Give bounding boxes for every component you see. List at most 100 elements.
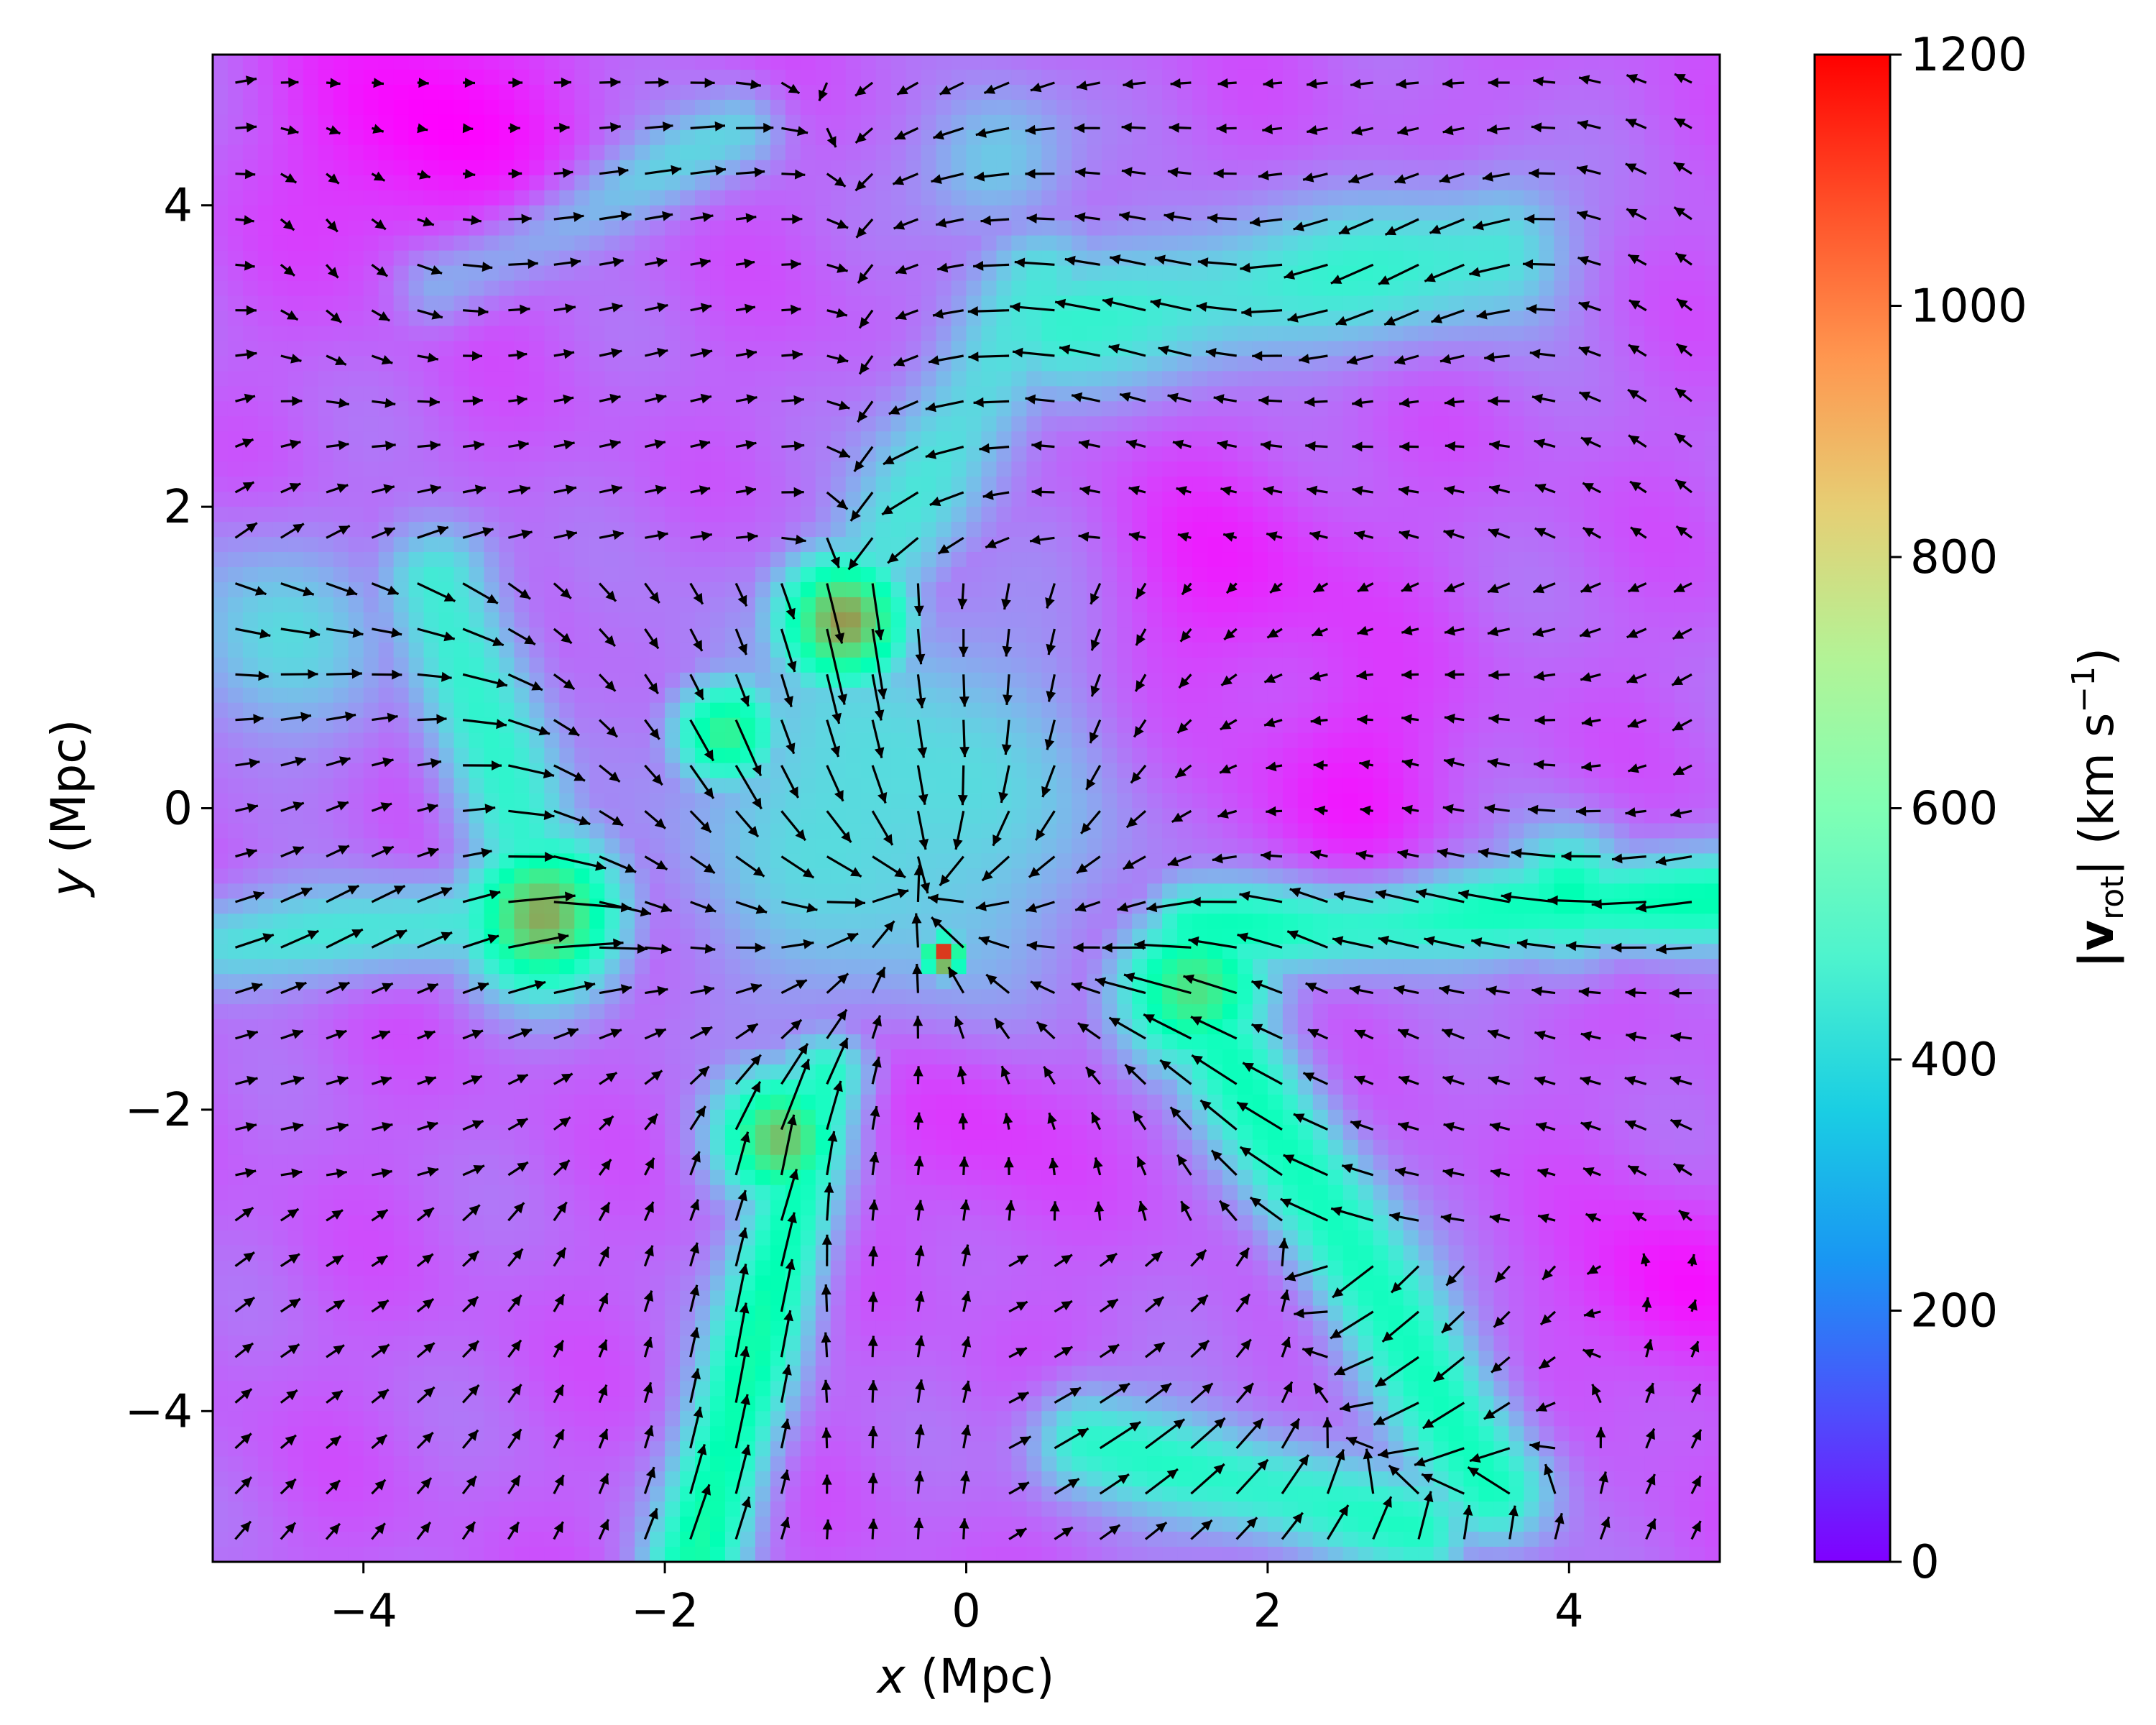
heatmap-cell [1705, 566, 1720, 583]
heatmap-cell [680, 175, 696, 191]
heatmap-cell [423, 687, 440, 704]
heatmap-cell [1614, 326, 1630, 342]
heatmap-cell [484, 732, 500, 749]
heatmap-cell [1011, 144, 1027, 161]
heatmap-cell [1342, 642, 1359, 658]
heatmap-cell [1267, 280, 1284, 297]
heatmap-cell [1403, 657, 1419, 673]
heatmap-cell [1222, 748, 1238, 764]
heatmap-cell [619, 612, 635, 628]
heatmap-cell [1026, 401, 1042, 417]
heatmap-cell [604, 687, 620, 704]
heatmap-cell [1011, 190, 1027, 206]
heatmap-cell [393, 144, 410, 161]
heatmap-cell [785, 461, 801, 477]
heatmap-cell [438, 642, 455, 658]
heatmap-cell [1373, 371, 1389, 387]
heatmap-cell [378, 144, 395, 161]
heatmap-cell [1297, 55, 1314, 70]
heatmap-cell [650, 702, 665, 719]
heatmap-cell [860, 748, 877, 764]
heatmap-cell [1207, 627, 1223, 643]
heatmap-cell [680, 461, 696, 477]
heatmap-cell [665, 99, 681, 116]
heatmap-cell [635, 310, 650, 327]
heatmap-cell [1297, 235, 1314, 252]
heatmap-cell [408, 672, 425, 689]
heatmap-cell [1599, 326, 1615, 342]
heatmap-cell [1539, 280, 1554, 297]
heatmap-cell [845, 295, 862, 312]
heatmap-cell [724, 748, 741, 764]
heatmap-cell [318, 144, 334, 161]
heatmap-cell [227, 793, 244, 809]
heatmap-cell [1327, 280, 1344, 297]
heatmap-cell [287, 446, 304, 462]
heatmap-cell [1102, 687, 1118, 704]
heatmap-cell [257, 431, 274, 447]
heatmap-cell [906, 793, 922, 809]
heatmap-cell [1644, 748, 1660, 764]
heatmap-cell [1252, 687, 1268, 704]
heatmap-cell [287, 597, 304, 613]
heatmap-cell [1388, 702, 1404, 719]
heatmap-cell [1690, 175, 1705, 191]
heatmap-cell [890, 793, 907, 809]
heatmap-cell [559, 220, 575, 236]
heatmap-cell [1207, 612, 1223, 628]
heatmap-cell [1072, 552, 1087, 568]
heatmap-cell [921, 144, 937, 161]
heatmap-cell [1388, 416, 1404, 432]
heatmap-cell [1056, 717, 1072, 734]
heatmap-cell [635, 477, 650, 492]
heatmap-cell [665, 175, 681, 191]
heatmap-cell [1102, 175, 1118, 191]
heatmap-cell [227, 175, 244, 191]
heatmap-cell [1102, 371, 1118, 387]
heatmap-cell [438, 250, 455, 267]
heatmap-cell [393, 386, 410, 402]
heatmap-cell [665, 657, 681, 673]
heatmap-cell [890, 717, 907, 734]
heatmap-cell [529, 84, 545, 101]
heatmap-cell [423, 144, 440, 161]
heatmap-cell [906, 461, 922, 477]
heatmap-cell [303, 160, 319, 176]
heatmap-cell [1282, 477, 1299, 492]
heatmap-cell [1569, 310, 1585, 327]
heatmap-cell [1433, 627, 1450, 643]
heatmap-cell [1177, 326, 1193, 342]
heatmap-cell [574, 522, 590, 538]
heatmap-cell [860, 597, 877, 613]
heatmap-cell [1478, 657, 1495, 673]
heatmap-cell [680, 99, 696, 116]
heatmap-cell [1312, 431, 1329, 447]
heatmap-cell [1342, 326, 1359, 342]
heatmap-cell [604, 280, 620, 297]
heatmap-cell [1026, 612, 1042, 628]
heatmap-cell [966, 717, 982, 734]
heatmap-cell [1388, 717, 1404, 734]
heatmap-cell [1448, 507, 1465, 523]
heatmap-cell [635, 793, 650, 809]
heatmap-cell [875, 84, 892, 101]
heatmap-cell [710, 250, 726, 267]
heatmap-cell [1508, 129, 1524, 146]
heatmap-cell [1614, 205, 1630, 221]
heatmap-cell [453, 446, 470, 462]
heatmap-cell [1705, 160, 1720, 176]
heatmap-cell [1403, 341, 1419, 356]
heatmap-cell [1056, 537, 1072, 553]
heatmap-cell [348, 401, 364, 417]
heatmap-cell [1056, 687, 1072, 704]
heatmap-cell [981, 461, 998, 477]
heatmap-cell [272, 672, 289, 689]
heatmap-cell [227, 371, 244, 387]
heatmap-cell [1629, 566, 1645, 583]
heatmap-cell [1282, 416, 1299, 432]
heatmap-cell [272, 431, 289, 447]
heatmap-cell [363, 566, 379, 583]
heatmap-cell [1117, 310, 1133, 327]
heatmap-cell [1011, 461, 1027, 477]
heatmap-cell [724, 687, 741, 704]
